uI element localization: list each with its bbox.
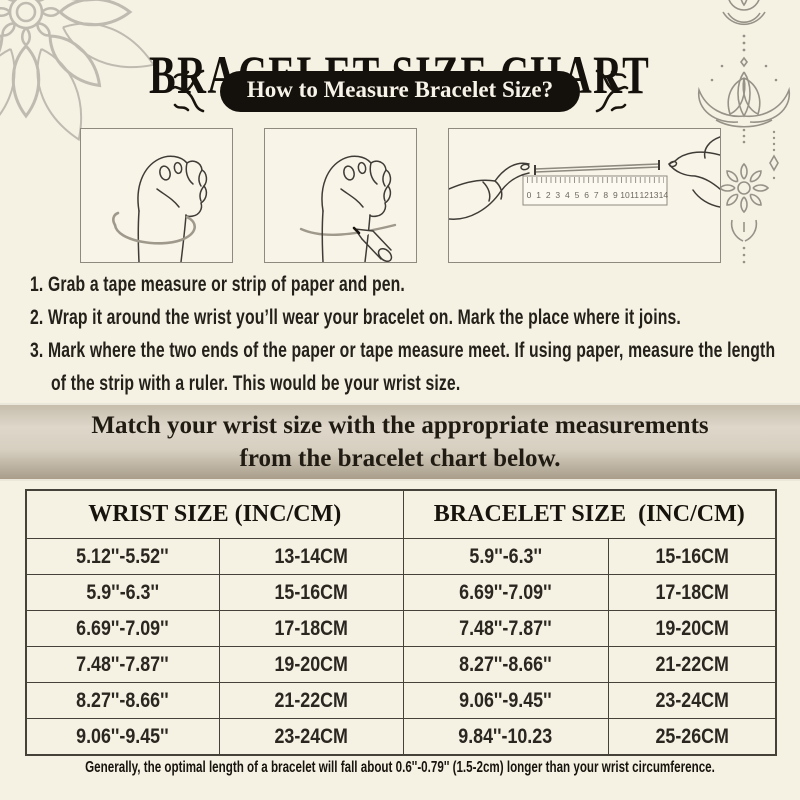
svg-text:14: 14 <box>659 190 669 200</box>
table-row: 8.27''-8.66'' 21-22CM 9.06''-9.45'' 23-2… <box>25 682 777 719</box>
illustration-measure-with-ruler: 0 1 2 3 4 5 6 7 8 9 10 11 12 13 14 <box>448 128 721 263</box>
banner-line-1: Match your wrist size with the appropria… <box>91 412 709 439</box>
illustration-mark-with-pen <box>264 128 417 263</box>
wrist-cm-cell: 17-18CM <box>218 610 404 647</box>
wrist-cm-cell: 21-22CM <box>218 682 404 719</box>
bracelet-size-header: BRACELET SIZE (INC/CM) <box>402 489 777 539</box>
step-2: 2. Wrap it around the wrist you’ll wear … <box>30 306 681 329</box>
bracelet-cm-cell: 23-24CM <box>607 682 777 719</box>
badge-row: How to Measure Bracelet Size? <box>0 67 800 115</box>
bracelet-inches-cell: 5.9''-6.3'' <box>402 538 609 575</box>
svg-text:2: 2 <box>546 190 551 200</box>
wrist-cm-cell: 13-14CM <box>218 538 404 575</box>
right-flourish-icon <box>595 69 629 113</box>
size-table: WRIST SIZE (INC/CM) BRACELET SIZE (INC/C… <box>25 489 778 756</box>
svg-text:12: 12 <box>639 190 649 200</box>
how-to-measure-badge: How to Measure Bracelet Size? <box>219 70 581 112</box>
table-row: 6.69''-7.09'' 17-18CM 7.48''-7.87'' 19-2… <box>25 610 777 647</box>
svg-text:8: 8 <box>603 190 608 200</box>
mandala-flower-icon <box>0 0 156 142</box>
bracelet-cm-cell: 21-22CM <box>607 646 777 683</box>
wrist-inches-cell: 8.27''-8.66'' <box>25 682 220 719</box>
hands-ruler-icon: 0 1 2 3 4 5 6 7 8 9 10 11 12 13 14 <box>449 136 720 220</box>
match-size-banner: Match your wrist size with the appropria… <box>0 403 800 481</box>
fist-with-tape-icon <box>112 155 208 262</box>
svg-text:3: 3 <box>555 190 560 200</box>
bracelet-inches-cell: 6.69''-7.09'' <box>402 574 609 611</box>
left-flourish-icon <box>171 69 205 113</box>
wrist-cm-cell: 19-20CM <box>218 646 404 683</box>
bracelet-cm-cell: 25-26CM <box>607 718 777 756</box>
wrist-cm-cell: 23-24CM <box>218 718 404 756</box>
wrist-inches-cell: 5.9''-6.3'' <box>25 574 220 611</box>
wrist-cm-cell: 15-16CM <box>218 574 404 611</box>
svg-text:1: 1 <box>536 190 541 200</box>
svg-text:13: 13 <box>649 190 659 200</box>
svg-text:5: 5 <box>575 190 580 200</box>
wrist-inches-cell: 5.12''-5.52'' <box>25 538 220 575</box>
banner-line-2: from the bracelet chart below. <box>239 445 561 472</box>
svg-text:4: 4 <box>565 190 570 200</box>
bracelet-cm-cell: 19-20CM <box>607 610 777 647</box>
table-row: 9.06''-9.45'' 23-24CM 9.84''-10.23 25-26… <box>25 718 777 756</box>
svg-text:10: 10 <box>620 190 630 200</box>
svg-text:11: 11 <box>630 190 639 200</box>
bracelet-cm-cell: 17-18CM <box>607 574 777 611</box>
svg-text:9: 9 <box>613 190 618 200</box>
ruler-scale: 0 1 2 3 4 5 6 7 8 9 10 11 12 13 14 <box>527 190 669 200</box>
measuring-steps: 1. Grab a tape measure or strip of paper… <box>30 268 780 400</box>
illustration-row: 0 1 2 3 4 5 6 7 8 9 10 11 12 13 14 <box>80 128 721 263</box>
fist-with-pen-icon <box>299 155 397 262</box>
step-1: 1. Grab a tape measure or strip of paper… <box>30 273 405 296</box>
table-row: 5.12''-5.52'' 13-14CM 5.9''-6.3'' 15-16C… <box>25 538 777 575</box>
wrist-inches-cell: 7.48''-7.87'' <box>25 646 220 683</box>
bracelet-inches-cell: 7.48''-7.87'' <box>402 610 609 647</box>
svg-text:6: 6 <box>584 190 589 200</box>
table-row: 5.9''-6.3'' 15-16CM 6.69''-7.09'' 17-18C… <box>25 574 777 611</box>
svg-text:0: 0 <box>527 190 532 200</box>
illustration-wrap-tape <box>80 128 233 263</box>
table-row: 7.48''-7.87'' 19-20CM 8.27''-8.66'' 21-2… <box>25 646 777 683</box>
bracelet-cm-cell: 15-16CM <box>607 538 777 575</box>
wrist-size-header: WRIST SIZE (INC/CM) <box>25 489 404 539</box>
footnote: Generally, the optimal length of a brace… <box>85 759 715 776</box>
bracelet-inches-cell: 9.06''-9.45'' <box>402 682 609 719</box>
table-header-row: WRIST SIZE (INC/CM) BRACELET SIZE (INC/C… <box>25 489 777 539</box>
svg-text:7: 7 <box>594 190 599 200</box>
lotus-hanging-decoration-icon <box>698 0 790 264</box>
wrist-inches-cell: 9.06''-9.45'' <box>25 718 220 756</box>
bracelet-inches-cell: 8.27''-8.66'' <box>402 646 609 683</box>
wrist-inches-cell: 6.69''-7.09'' <box>25 610 220 647</box>
bracelet-inches-cell: 9.84''-10.23 <box>402 718 609 756</box>
step-3: 3. Mark where the two ends of the paper … <box>30 339 776 395</box>
